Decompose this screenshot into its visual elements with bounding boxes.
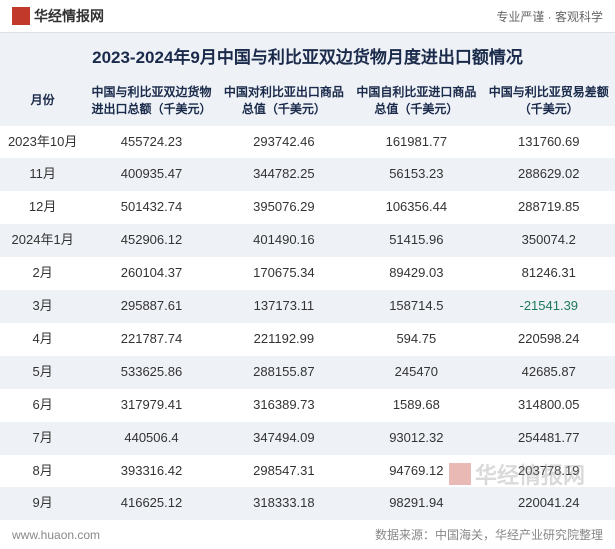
table-cell: 288155.87 <box>218 356 350 389</box>
table-cell: 316389.73 <box>218 389 350 422</box>
table-cell: 93012.32 <box>350 422 482 455</box>
table-cell: 221192.99 <box>218 323 350 356</box>
table-cell: 401490.16 <box>218 224 350 257</box>
table-cell: 298547.31 <box>218 455 350 488</box>
table-cell: 9月 <box>0 487 85 520</box>
table-cell: 260104.37 <box>85 257 217 290</box>
table-cell: 452906.12 <box>85 224 217 257</box>
table-cell: 288719.85 <box>483 191 615 224</box>
logo-section: 华经情报网 <box>12 6 104 26</box>
table-cell: 295887.61 <box>85 290 217 323</box>
table-cell: 533625.86 <box>85 356 217 389</box>
table-row: 5月533625.86288155.8724547042685.87 <box>0 356 615 389</box>
table-cell: 3月 <box>0 290 85 323</box>
col-header-month: 月份 <box>0 76 85 126</box>
logo-icon <box>12 7 30 25</box>
table-cell: -21541.39 <box>483 290 615 323</box>
table-row: 7月440506.4347494.0993012.32254481.77 <box>0 422 615 455</box>
table-cell: 501432.74 <box>85 191 217 224</box>
table-cell: 293742.46 <box>218 126 350 159</box>
table-row: 4月221787.74221192.99594.75220598.24 <box>0 323 615 356</box>
table-cell: 2023年10月 <box>0 126 85 159</box>
table-cell: 594.75 <box>350 323 482 356</box>
table-cell: 347494.09 <box>218 422 350 455</box>
table-cell: 288629.02 <box>483 158 615 191</box>
table-row: 3月295887.61137173.11158714.5-21541.39 <box>0 290 615 323</box>
table-cell: 318333.18 <box>218 487 350 520</box>
table-cell: 137173.11 <box>218 290 350 323</box>
table-cell: 203778.19 <box>483 455 615 488</box>
table-row: 11月400935.47344782.2556153.23288629.02 <box>0 158 615 191</box>
data-table: 月份 中国与利比亚双边货物进出口总额（千美元） 中国对利比亚出口商品总值（千美元… <box>0 76 615 520</box>
table-row: 8月393316.42298547.3194769.12203778.19 <box>0 455 615 488</box>
table-cell: 440506.4 <box>85 422 217 455</box>
table-cell: 220041.24 <box>483 487 615 520</box>
table-row: 6月317979.41316389.731589.68314800.05 <box>0 389 615 422</box>
table-cell: 400935.47 <box>85 158 217 191</box>
table-cell: 7月 <box>0 422 85 455</box>
col-header-export: 中国对利比亚出口商品总值（千美元） <box>218 76 350 126</box>
col-header-total: 中国与利比亚双边货物进出口总额（千美元） <box>85 76 217 126</box>
table-cell: 170675.34 <box>218 257 350 290</box>
table-header-row: 月份 中国与利比亚双边货物进出口总额（千美元） 中国对利比亚出口商品总值（千美元… <box>0 76 615 126</box>
header-tagline: 专业严谨 · 客观科学 <box>496 8 603 25</box>
table-cell: 98291.94 <box>350 487 482 520</box>
table-cell: 42685.87 <box>483 356 615 389</box>
table-cell: 51415.96 <box>350 224 482 257</box>
footer-source: 数据来源：中国海关，华经产业研究院整理 <box>375 526 603 543</box>
table-cell: 4月 <box>0 323 85 356</box>
table-cell: 94769.12 <box>350 455 482 488</box>
table-cell: 395076.29 <box>218 191 350 224</box>
table-cell: 81246.31 <box>483 257 615 290</box>
table-row: 2月260104.37170675.3489429.0381246.31 <box>0 257 615 290</box>
table-cell: 6月 <box>0 389 85 422</box>
table-row: 12月501432.74395076.29106356.44288719.85 <box>0 191 615 224</box>
table-cell: 106356.44 <box>350 191 482 224</box>
table-cell: 416625.12 <box>85 487 217 520</box>
table-row: 2024年1月452906.12401490.1651415.96350074.… <box>0 224 615 257</box>
table-cell: 56153.23 <box>350 158 482 191</box>
table-container: 月份 中国与利比亚双边货物进出口总额（千美元） 中国对利比亚出口商品总值（千美元… <box>0 76 615 520</box>
table-cell: 5月 <box>0 356 85 389</box>
table-cell: 89429.03 <box>350 257 482 290</box>
table-row: 9月416625.12318333.1898291.94220041.24 <box>0 487 615 520</box>
table-cell: 254481.77 <box>483 422 615 455</box>
table-cell: 11月 <box>0 158 85 191</box>
table-cell: 1589.68 <box>350 389 482 422</box>
page-footer: www.huaon.com 数据来源：中国海关，华经产业研究院整理 <box>0 520 615 549</box>
table-cell: 2024年1月 <box>0 224 85 257</box>
col-header-import: 中国自利比亚进口商品总值（千美元） <box>350 76 482 126</box>
table-cell: 12月 <box>0 191 85 224</box>
chart-title: 2023-2024年9月中国与利比亚双边货物月度进出口额情况 <box>0 33 615 76</box>
table-cell: 455724.23 <box>85 126 217 159</box>
logo-text: 华经情报网 <box>34 6 104 26</box>
table-cell: 245470 <box>350 356 482 389</box>
table-cell: 317979.41 <box>85 389 217 422</box>
table-cell: 220598.24 <box>483 323 615 356</box>
table-row: 2023年10月455724.23293742.46161981.7713176… <box>0 126 615 159</box>
table-cell: 221787.74 <box>85 323 217 356</box>
table-cell: 344782.25 <box>218 158 350 191</box>
table-cell: 158714.5 <box>350 290 482 323</box>
table-cell: 314800.05 <box>483 389 615 422</box>
table-cell: 8月 <box>0 455 85 488</box>
table-cell: 2月 <box>0 257 85 290</box>
col-header-balance: 中国与利比亚贸易差额（千美元） <box>483 76 615 126</box>
table-cell: 161981.77 <box>350 126 482 159</box>
table-cell: 131760.69 <box>483 126 615 159</box>
table-cell: 350074.2 <box>483 224 615 257</box>
table-cell: 393316.42 <box>85 455 217 488</box>
page-header: 华经情报网 专业严谨 · 客观科学 <box>0 0 615 33</box>
